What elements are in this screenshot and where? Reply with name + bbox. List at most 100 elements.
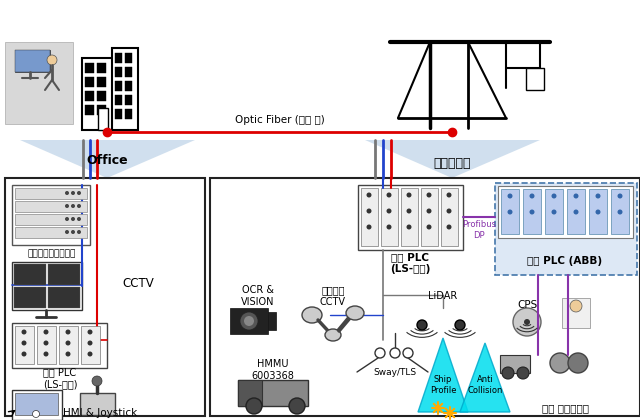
Bar	[85, 77, 94, 87]
Ellipse shape	[71, 230, 75, 234]
Bar	[48, 264, 80, 285]
Bar	[15, 393, 58, 415]
Ellipse shape	[92, 376, 102, 386]
Ellipse shape	[568, 353, 588, 373]
Bar	[495, 183, 637, 275]
Bar	[238, 380, 308, 406]
Bar	[526, 68, 544, 90]
Bar	[125, 109, 132, 119]
Ellipse shape	[552, 210, 557, 215]
Bar	[567, 189, 585, 234]
Bar	[523, 189, 541, 234]
Text: CPS: CPS	[517, 300, 537, 310]
Bar	[15, 201, 87, 212]
Ellipse shape	[65, 352, 70, 357]
Ellipse shape	[529, 210, 534, 215]
Polygon shape	[460, 343, 510, 412]
Bar	[14, 264, 46, 285]
Text: 안벽크레인: 안벽크레인	[433, 157, 471, 170]
Ellipse shape	[65, 330, 70, 334]
Bar	[125, 67, 132, 77]
Ellipse shape	[455, 320, 465, 330]
Bar	[85, 91, 94, 101]
Bar	[115, 53, 122, 63]
Ellipse shape	[65, 230, 69, 234]
Bar	[15, 50, 50, 72]
Bar	[12, 262, 82, 310]
Ellipse shape	[595, 210, 600, 215]
Text: HMMU
6003368: HMMU 6003368	[252, 359, 294, 381]
Bar	[401, 188, 418, 246]
Bar	[115, 109, 122, 119]
Bar	[112, 48, 138, 130]
Ellipse shape	[22, 352, 26, 357]
Ellipse shape	[44, 352, 49, 357]
Bar	[115, 67, 122, 77]
Bar	[81, 326, 100, 364]
Polygon shape	[418, 338, 468, 412]
Bar	[14, 287, 46, 308]
Ellipse shape	[22, 330, 26, 334]
Bar	[15, 188, 87, 199]
Ellipse shape	[502, 367, 514, 379]
Ellipse shape	[517, 367, 529, 379]
Bar	[12, 185, 90, 245]
Ellipse shape	[406, 192, 412, 197]
Text: OCR &
VISION: OCR & VISION	[241, 285, 275, 307]
Bar	[589, 189, 607, 234]
Ellipse shape	[426, 225, 431, 229]
Bar	[125, 81, 132, 91]
Ellipse shape	[426, 208, 431, 213]
Ellipse shape	[513, 308, 541, 336]
Ellipse shape	[618, 210, 623, 215]
Ellipse shape	[71, 217, 75, 221]
Ellipse shape	[375, 348, 385, 358]
Text: Office: Office	[86, 153, 128, 166]
Ellipse shape	[244, 316, 254, 326]
Bar	[500, 355, 530, 373]
Ellipse shape	[390, 348, 400, 358]
Bar	[115, 95, 122, 105]
Ellipse shape	[289, 398, 305, 414]
Ellipse shape	[44, 330, 49, 334]
Bar	[125, 53, 132, 63]
Bar	[15, 227, 87, 238]
Text: 원격운전
CCTV: 원격운전 CCTV	[320, 285, 346, 307]
Ellipse shape	[65, 341, 70, 346]
Ellipse shape	[387, 192, 392, 197]
Ellipse shape	[570, 300, 582, 312]
Ellipse shape	[246, 398, 262, 414]
Bar	[97, 77, 106, 87]
Bar	[37, 326, 56, 364]
Text: 국산 PLC
(LS-산전): 국산 PLC (LS-산전)	[390, 252, 430, 274]
Ellipse shape	[346, 306, 364, 320]
Text: 국산 PLC
(LS-산전): 국산 PLC (LS-산전)	[43, 367, 77, 389]
Bar	[48, 287, 80, 308]
Bar	[12, 323, 107, 368]
Polygon shape	[20, 140, 195, 178]
Ellipse shape	[44, 341, 49, 346]
Bar	[15, 214, 87, 225]
Text: LiDAR: LiDAR	[428, 291, 458, 301]
Ellipse shape	[573, 194, 579, 199]
Ellipse shape	[33, 410, 40, 417]
Bar	[15, 50, 50, 72]
Ellipse shape	[302, 307, 322, 323]
Bar	[545, 189, 563, 234]
Bar	[5, 42, 73, 124]
Ellipse shape	[77, 217, 81, 221]
Ellipse shape	[552, 194, 557, 199]
Text: CCTV: CCTV	[122, 276, 154, 289]
Bar	[5, 178, 205, 416]
Polygon shape	[365, 140, 540, 178]
Bar	[498, 186, 633, 238]
Ellipse shape	[387, 225, 392, 229]
Ellipse shape	[88, 330, 93, 334]
Text: 기존 PLC (ABB): 기존 PLC (ABB)	[527, 256, 603, 266]
Bar	[268, 312, 276, 330]
Bar	[361, 188, 378, 246]
Ellipse shape	[417, 320, 427, 330]
Ellipse shape	[508, 210, 513, 215]
Ellipse shape	[618, 194, 623, 199]
Bar	[562, 298, 590, 328]
